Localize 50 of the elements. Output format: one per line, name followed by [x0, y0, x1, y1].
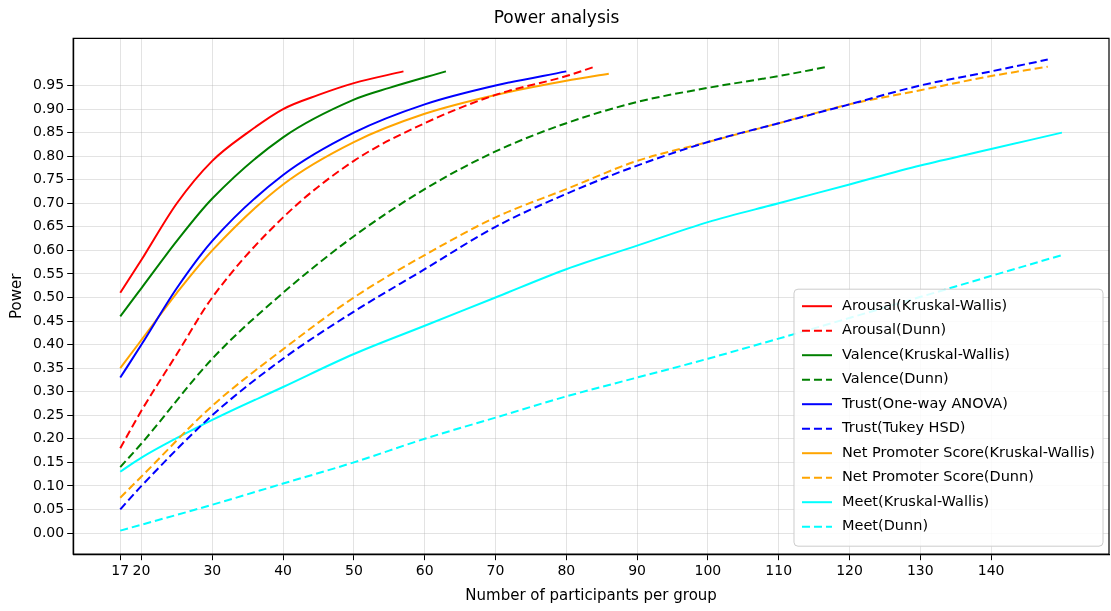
y-tick-label: 0.55: [33, 264, 65, 281]
x-tick-label: 40: [274, 562, 293, 579]
y-tick-label: 0.25: [33, 405, 65, 422]
x-tick-label: 30: [203, 562, 222, 579]
x-tick-label: 17: [111, 562, 130, 579]
y-tick-label: 0.30: [33, 382, 65, 399]
y-tick-label: 0.70: [33, 193, 65, 210]
y-tick-label: 0.75: [33, 170, 65, 187]
x-tick-label: 20: [132, 562, 151, 579]
y-tick-label: 0.10: [33, 476, 65, 493]
y-tick-label: 0.00: [33, 523, 65, 540]
x-tick-label: 100: [694, 562, 722, 579]
legend-label: Valence(Dunn): [841, 370, 949, 387]
legend-label: Valence(Kruskal-Wallis): [841, 345, 1010, 362]
x-tick-label: 110: [765, 562, 793, 579]
x-tick-label: 120: [836, 562, 863, 579]
x-tick-label: 90: [628, 562, 647, 579]
y-tick-label: 0.05: [33, 500, 65, 517]
y-tick-label: 0.65: [33, 217, 65, 234]
y-tick-label: 0.35: [33, 358, 65, 375]
y-tick-label: 0.20: [33, 429, 65, 446]
x-tick-label: 130: [906, 562, 934, 579]
y-tick-label: 0.40: [33, 335, 65, 352]
x-tick-label: 70: [486, 562, 505, 579]
y-tick-label: 0.60: [33, 241, 65, 258]
legend-label: Trust(Tukey HSD): [840, 419, 966, 436]
legend-label: Meet(Kruskal-Wallis): [841, 492, 990, 509]
line-series: [119, 70, 447, 318]
legend-label: Trust(One-way ANOVA): [840, 394, 1008, 411]
legend-label: Net Promoter Score(Kruskal-Wallis): [841, 443, 1095, 460]
y-tick-label: 0.50: [33, 288, 65, 305]
y-tick-label: 0.90: [33, 99, 65, 116]
legend-label: Arousal(Kruskal-Wallis): [841, 296, 1008, 313]
y-axis-title: Power: [6, 272, 25, 319]
legend-label: Arousal(Dunn): [841, 321, 947, 338]
x-tick-label: 50: [344, 562, 363, 579]
y-tick-label: 0.85: [33, 123, 65, 140]
line-series: [119, 65, 596, 450]
y-tick-label: 0.80: [33, 146, 65, 163]
y-tick-label: 0.15: [33, 452, 65, 469]
y-tick-label: 0.45: [33, 311, 65, 328]
x-axis-title: Number of participants per group: [465, 585, 717, 604]
y-tick-label: 0.95: [33, 76, 65, 93]
line-series: [119, 70, 405, 294]
x-tick-label: 60: [415, 562, 434, 579]
legend-label: Meet(Dunn): [841, 517, 929, 534]
chart-title: Power analysis: [493, 6, 620, 27]
x-tick-label: 140: [977, 562, 1005, 579]
legend-label: Net Promoter Score(Dunn): [841, 468, 1034, 485]
x-tick-label: 80: [557, 562, 576, 579]
